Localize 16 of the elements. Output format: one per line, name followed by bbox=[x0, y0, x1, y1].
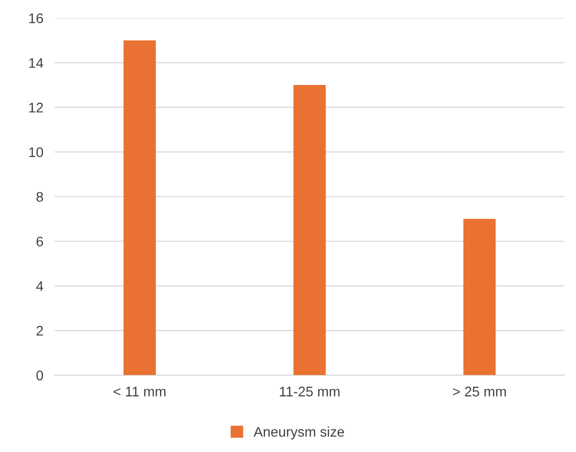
y-tick-label: 14 bbox=[29, 58, 44, 68]
legend-label: Aneurysm size bbox=[254, 426, 344, 440]
y-tick-label: 10 bbox=[29, 147, 44, 158]
bar bbox=[124, 40, 156, 376]
x-tick-label: < 11 mm bbox=[114, 386, 166, 396]
y-tick-label: 0 bbox=[36, 370, 44, 380]
y-tick-label: 8 bbox=[36, 192, 44, 202]
bar bbox=[293, 85, 326, 376]
y-tick-label: 6 bbox=[36, 236, 43, 246]
y-tick-label: 16 bbox=[29, 13, 43, 24]
y-tick-label: 12 bbox=[29, 102, 43, 112]
bar bbox=[463, 218, 496, 376]
y-tick-label: 4 bbox=[36, 281, 44, 291]
y-tick-label: 2 bbox=[36, 326, 43, 336]
x-tick-label: 11-25 mm bbox=[280, 386, 340, 396]
x-tick-label: > 25 mm bbox=[453, 386, 506, 396]
